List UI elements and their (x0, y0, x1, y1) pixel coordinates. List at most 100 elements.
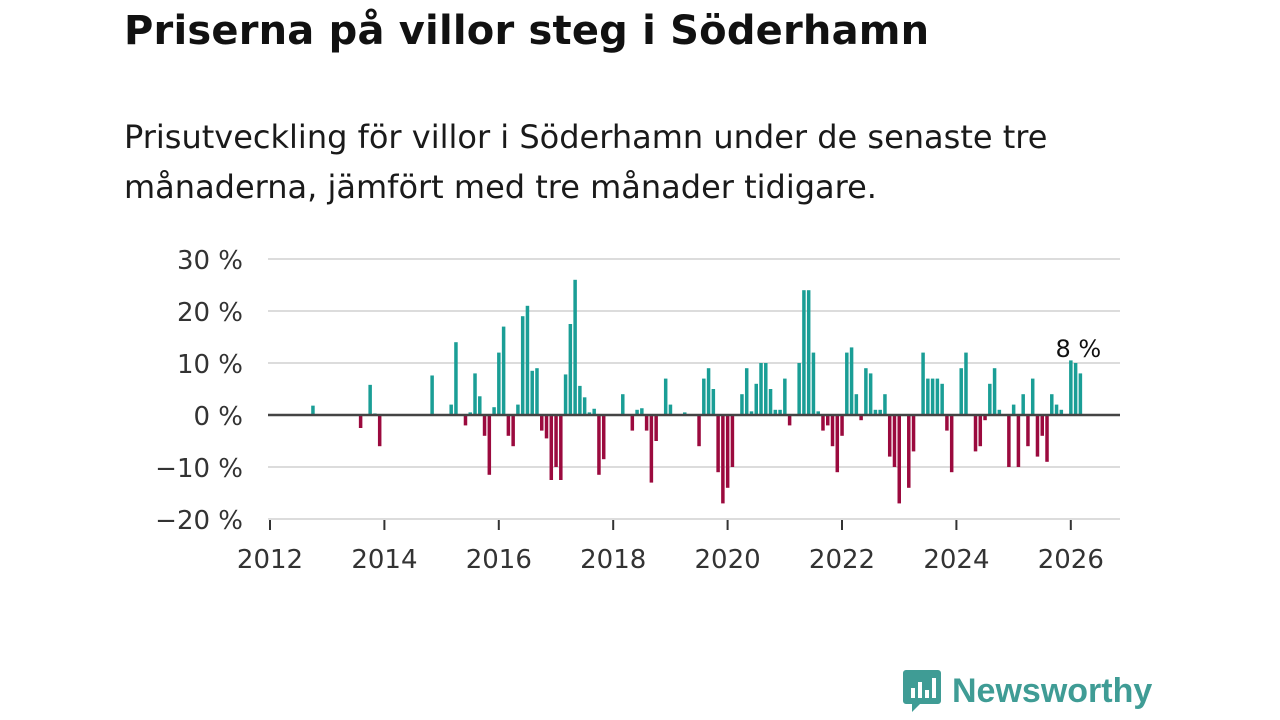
bar (754, 383, 758, 415)
bar (506, 415, 511, 436)
bar (883, 394, 887, 415)
gridlines (268, 258, 1120, 520)
bar (892, 415, 897, 467)
bar (835, 415, 840, 473)
bar (554, 415, 558, 467)
bar (768, 389, 773, 415)
bar (959, 368, 963, 415)
bar (597, 415, 601, 475)
bar (1059, 409, 1064, 415)
bar (716, 415, 720, 473)
bar (897, 415, 901, 504)
bar (911, 415, 916, 452)
bar (668, 404, 673, 415)
chart-title: Priserna på villor steg i Söderhamn (124, 8, 930, 54)
bar (501, 326, 506, 415)
bar (311, 405, 315, 415)
bar (449, 404, 453, 415)
x-tick-label: 2018 (580, 545, 646, 575)
bar (830, 415, 835, 447)
bar (921, 352, 925, 415)
bar (683, 412, 687, 415)
bar (964, 352, 968, 415)
bar (697, 415, 701, 447)
newsworthy-logo: Newsworthy (902, 668, 1152, 714)
bar (1054, 404, 1059, 415)
bar (740, 394, 744, 415)
bar (945, 415, 949, 431)
bar (749, 411, 754, 415)
bar (992, 368, 997, 415)
bar (630, 415, 635, 431)
bar (430, 375, 434, 415)
bar (573, 279, 577, 415)
bar (802, 290, 806, 415)
bar (778, 409, 782, 415)
newsworthy-logo-text: Newsworthy (952, 671, 1153, 710)
bar (1078, 373, 1083, 415)
bar (702, 378, 706, 415)
bar (764, 363, 768, 415)
bar (1040, 415, 1044, 436)
bar (640, 408, 644, 415)
bar (358, 415, 363, 428)
bar (587, 412, 592, 415)
bar (563, 374, 568, 415)
bar (540, 415, 544, 431)
bar (1050, 394, 1054, 415)
bar (621, 394, 625, 415)
bar (1030, 378, 1035, 415)
bar (377, 415, 382, 447)
bar (854, 394, 859, 415)
bar (644, 415, 649, 431)
bar (454, 342, 458, 415)
bar (983, 415, 987, 421)
bar (1026, 415, 1030, 447)
bar (468, 412, 472, 415)
bar (907, 415, 911, 488)
bar (1073, 363, 1078, 415)
bar (868, 373, 873, 415)
bar (535, 368, 539, 415)
bar (759, 363, 763, 415)
bar (1021, 394, 1025, 415)
bar (1045, 415, 1049, 462)
bar (787, 415, 792, 426)
x-tick-label: 2020 (695, 545, 761, 575)
bar (544, 415, 549, 439)
bar (492, 407, 496, 415)
bar (635, 409, 639, 415)
bar (973, 415, 978, 452)
bar (783, 378, 787, 415)
x-tick-label: 2026 (1038, 545, 1104, 575)
y-tick-label: −20 % (155, 506, 243, 536)
bar (816, 411, 820, 415)
bar (773, 409, 778, 415)
bar (497, 352, 501, 415)
bar (935, 378, 940, 415)
x-tick-label: 2024 (923, 545, 989, 575)
bar (592, 408, 596, 415)
bar (520, 316, 525, 415)
bar (840, 415, 844, 436)
bar (845, 352, 849, 415)
chart-subtitle: Prisutveckling för villor i Söderhamn un… (124, 118, 1048, 206)
bar (926, 378, 930, 415)
bar (473, 373, 477, 415)
bar (478, 396, 482, 415)
bar (654, 415, 658, 441)
bar (949, 415, 954, 473)
x-tick-label: 2022 (809, 545, 875, 575)
newsworthy-logo-icon (903, 670, 941, 712)
bar (864, 368, 868, 415)
x-tick-label: 2016 (466, 545, 532, 575)
bar (649, 415, 654, 483)
bar (578, 385, 582, 415)
bar (706, 368, 711, 415)
bar (878, 409, 882, 415)
bar (1016, 415, 1021, 467)
bar (821, 415, 825, 431)
bar (826, 415, 830, 426)
bar (568, 324, 573, 415)
